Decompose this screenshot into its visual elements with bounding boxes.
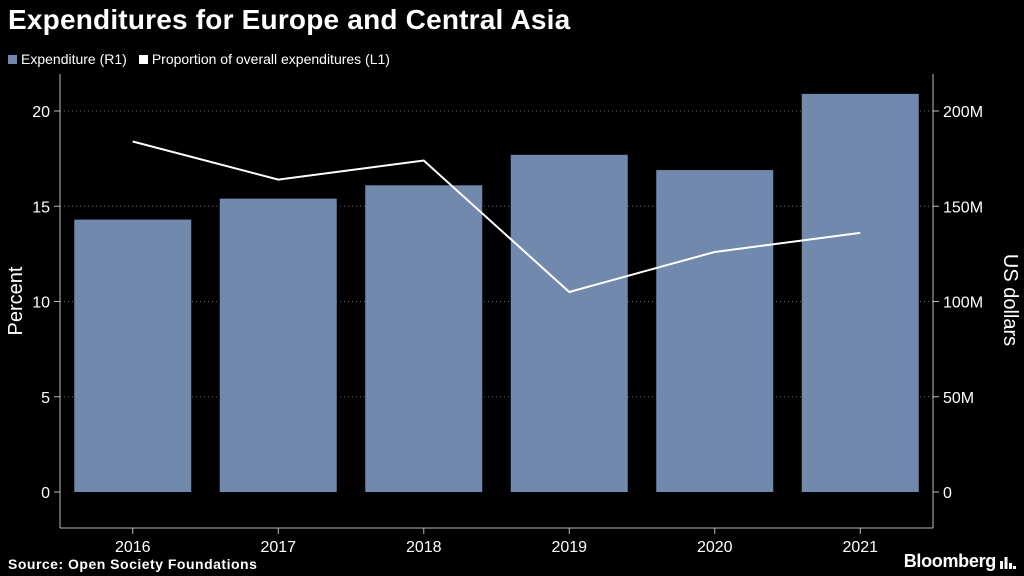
legend-label-proportion: Proportion of overall expenditures (L1) (151, 51, 390, 67)
brand-logo-text: Bloomberg (903, 551, 997, 571)
legend-label-expenditure: Expenditure (R1) (21, 51, 127, 67)
bar-2021 (801, 93, 919, 492)
right-tick-label: 100M (943, 295, 983, 312)
bar-2016 (74, 219, 192, 492)
x-tick-label: 2016 (115, 539, 151, 556)
legend-swatch-bar (8, 54, 17, 64)
x-tick-label: 2019 (551, 539, 587, 556)
legend: Expenditure (R1) Proportion of overall e… (8, 51, 402, 67)
right-tick-label: 200M (943, 104, 983, 121)
line-series-proportion (132, 140, 861, 294)
x-tick-label: 2018 (406, 539, 442, 556)
right-axis-title: US dollars (999, 254, 1021, 346)
left-tick-label: 10 (32, 295, 50, 312)
left-tick-label: 5 (41, 390, 50, 407)
left-axis-title: Percent (5, 266, 27, 335)
legend-item-proportion: Proportion of overall expenditures (L1) (138, 51, 390, 67)
bar-chart-icon (1000, 556, 1016, 569)
chart-title: Expenditures for Europe and Central Asia (8, 4, 571, 35)
x-tick-label: 2020 (697, 539, 733, 556)
left-tick-label: 0 (41, 485, 50, 502)
right-tick-label: 150M (943, 199, 983, 216)
bar-2018 (365, 185, 483, 493)
bar-2020 (656, 170, 774, 492)
source-note: Source: Open Society Foundations (8, 556, 258, 572)
right-tick-label: 50M (943, 390, 974, 407)
left-tick-label: 15 (32, 199, 50, 216)
x-tick-label: 2021 (842, 539, 878, 556)
bar-2019 (510, 154, 628, 492)
left-tick-label: 20 (32, 104, 50, 121)
brand: Bloomberg (904, 551, 1016, 572)
x-tick-label: 2017 (260, 539, 296, 556)
bar-2017 (219, 198, 337, 492)
right-tick-label: 0 (943, 485, 952, 502)
legend-item-expenditure: Expenditure (R1) (8, 51, 127, 67)
legend-swatch-line (138, 54, 148, 64)
